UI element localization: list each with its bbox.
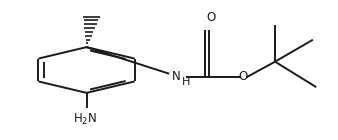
Text: N: N	[172, 70, 181, 83]
Text: H: H	[182, 77, 190, 88]
Text: O: O	[238, 70, 248, 83]
Text: O: O	[206, 11, 215, 24]
Text: H$_2$N: H$_2$N	[73, 112, 97, 127]
